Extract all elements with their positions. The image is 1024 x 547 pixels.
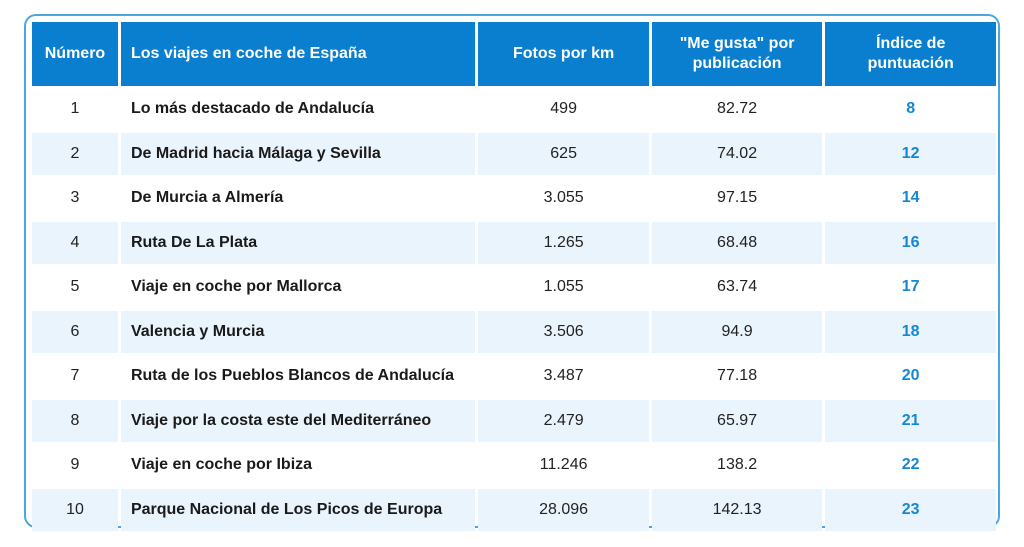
table-row: 8 Viaje por la costa este del Mediterráne…: [32, 399, 996, 442]
cell-trip-name: Ruta de los Pueblos Blancos de Andalucía: [120, 355, 476, 398]
cell-trip-name: Viaje en coche por Mallorca: [120, 266, 476, 309]
header-trip: Los viajes en coche de España: [120, 22, 476, 86]
cell-number: 10: [32, 488, 118, 531]
table-row: 3 De Murcia a Almería 3.055 97.15 14: [32, 177, 996, 220]
cell-score-index: 22: [825, 444, 996, 487]
cell-photos-per-km: 1.265: [478, 221, 649, 264]
cell-photos-per-km: 499: [478, 88, 649, 131]
cell-likes-per-post: 63.74: [651, 266, 823, 309]
cell-score-index: 17: [825, 266, 996, 309]
cell-score-index: 14: [825, 177, 996, 220]
cell-photos-per-km: 11.246: [478, 444, 649, 487]
cell-photos-per-km: 3.487: [478, 355, 649, 398]
cell-trip-name: Ruta De La Plata: [120, 221, 476, 264]
table-row: 1 Lo más destacado de Andalucía 499 82.72 8: [32, 88, 996, 131]
cell-number: 7: [32, 355, 118, 398]
cell-photos-per-km: 1.055: [478, 266, 649, 309]
cell-number: 3: [32, 177, 118, 220]
cell-score-index: 21: [825, 399, 996, 442]
table-row: 2 De Madrid hacia Málaga y Sevilla 625 74.0…: [32, 132, 996, 175]
cell-number: 1: [32, 88, 118, 131]
cell-number: 9: [32, 444, 118, 487]
table-frame: Número Los viajes en coche de España Fot…: [24, 14, 1000, 531]
cell-likes-per-post: 82.72: [651, 88, 823, 131]
cell-score-index: 12: [825, 132, 996, 175]
cell-photos-per-km: 3.055: [478, 177, 649, 220]
cell-likes-per-post: 142.13: [651, 488, 823, 531]
cell-trip-name: Viaje por la costa este del Mediterráneo: [120, 399, 476, 442]
cell-number: 4: [32, 221, 118, 264]
cell-likes-per-post: 74.02: [651, 132, 823, 175]
cell-number: 8: [32, 399, 118, 442]
table-row: 6 Valencia y Murcia 3.506 94.9 18: [32, 310, 996, 353]
table-row: 5 Viaje en coche por Mallorca 1.055 63.74 17: [32, 266, 996, 309]
cell-number: 2: [32, 132, 118, 175]
cell-number: 5: [32, 266, 118, 309]
table-row: 4 Ruta De La Plata 1.265 68.48 16: [32, 221, 996, 264]
cell-likes-per-post: 94.9: [651, 310, 823, 353]
cell-likes-per-post: 68.48: [651, 221, 823, 264]
header-row: Número Los viajes en coche de España Fot…: [32, 22, 996, 86]
cell-score-index: 16: [825, 221, 996, 264]
cell-trip-name: Lo más destacado de Andalucía: [120, 88, 476, 131]
cell-photos-per-km: 2.479: [478, 399, 649, 442]
cell-score-index: 20: [825, 355, 996, 398]
cell-trip-name: Parque Nacional de Los Picos de Europa: [120, 488, 476, 531]
cell-likes-per-post: 138.2: [651, 444, 823, 487]
cell-score-index: 23: [825, 488, 996, 531]
header-likes-per-post: "Me gusta" por publicación: [651, 22, 823, 86]
table-row: 7 Ruta de los Pueblos Blancos de Andalucí…: [32, 355, 996, 398]
header-score-index: Índice de puntuación: [825, 22, 996, 86]
cell-photos-per-km: 28.096: [478, 488, 649, 531]
cell-number: 6: [32, 310, 118, 353]
cell-likes-per-post: 65.97: [651, 399, 823, 442]
header-photos-per-km: Fotos por km: [478, 22, 649, 86]
table-body: 1 Lo más destacado de Andalucía 499 82.72 8 2…: [32, 88, 996, 531]
cell-trip-name: Viaje en coche por Ibiza: [120, 444, 476, 487]
cell-photos-per-km: 3.506: [478, 310, 649, 353]
cell-trip-name: Valencia y Murcia: [120, 310, 476, 353]
header-number: Número: [32, 22, 118, 86]
cell-photos-per-km: 625: [478, 132, 649, 175]
road-trips-table: Número Los viajes en coche de España Fot…: [29, 20, 999, 533]
cell-likes-per-post: 97.15: [651, 177, 823, 220]
cell-trip-name: De Madrid hacia Málaga y Sevilla: [120, 132, 476, 175]
cell-score-index: 8: [825, 88, 996, 131]
table-row: 9 Viaje en coche por Ibiza 11.246 138.2 22: [32, 444, 996, 487]
table-row: 10 Parque Nacional de Los Picos de Europa…: [32, 488, 996, 531]
cell-trip-name: De Murcia a Almería: [120, 177, 476, 220]
cell-likes-per-post: 77.18: [651, 355, 823, 398]
cell-score-index: 18: [825, 310, 996, 353]
